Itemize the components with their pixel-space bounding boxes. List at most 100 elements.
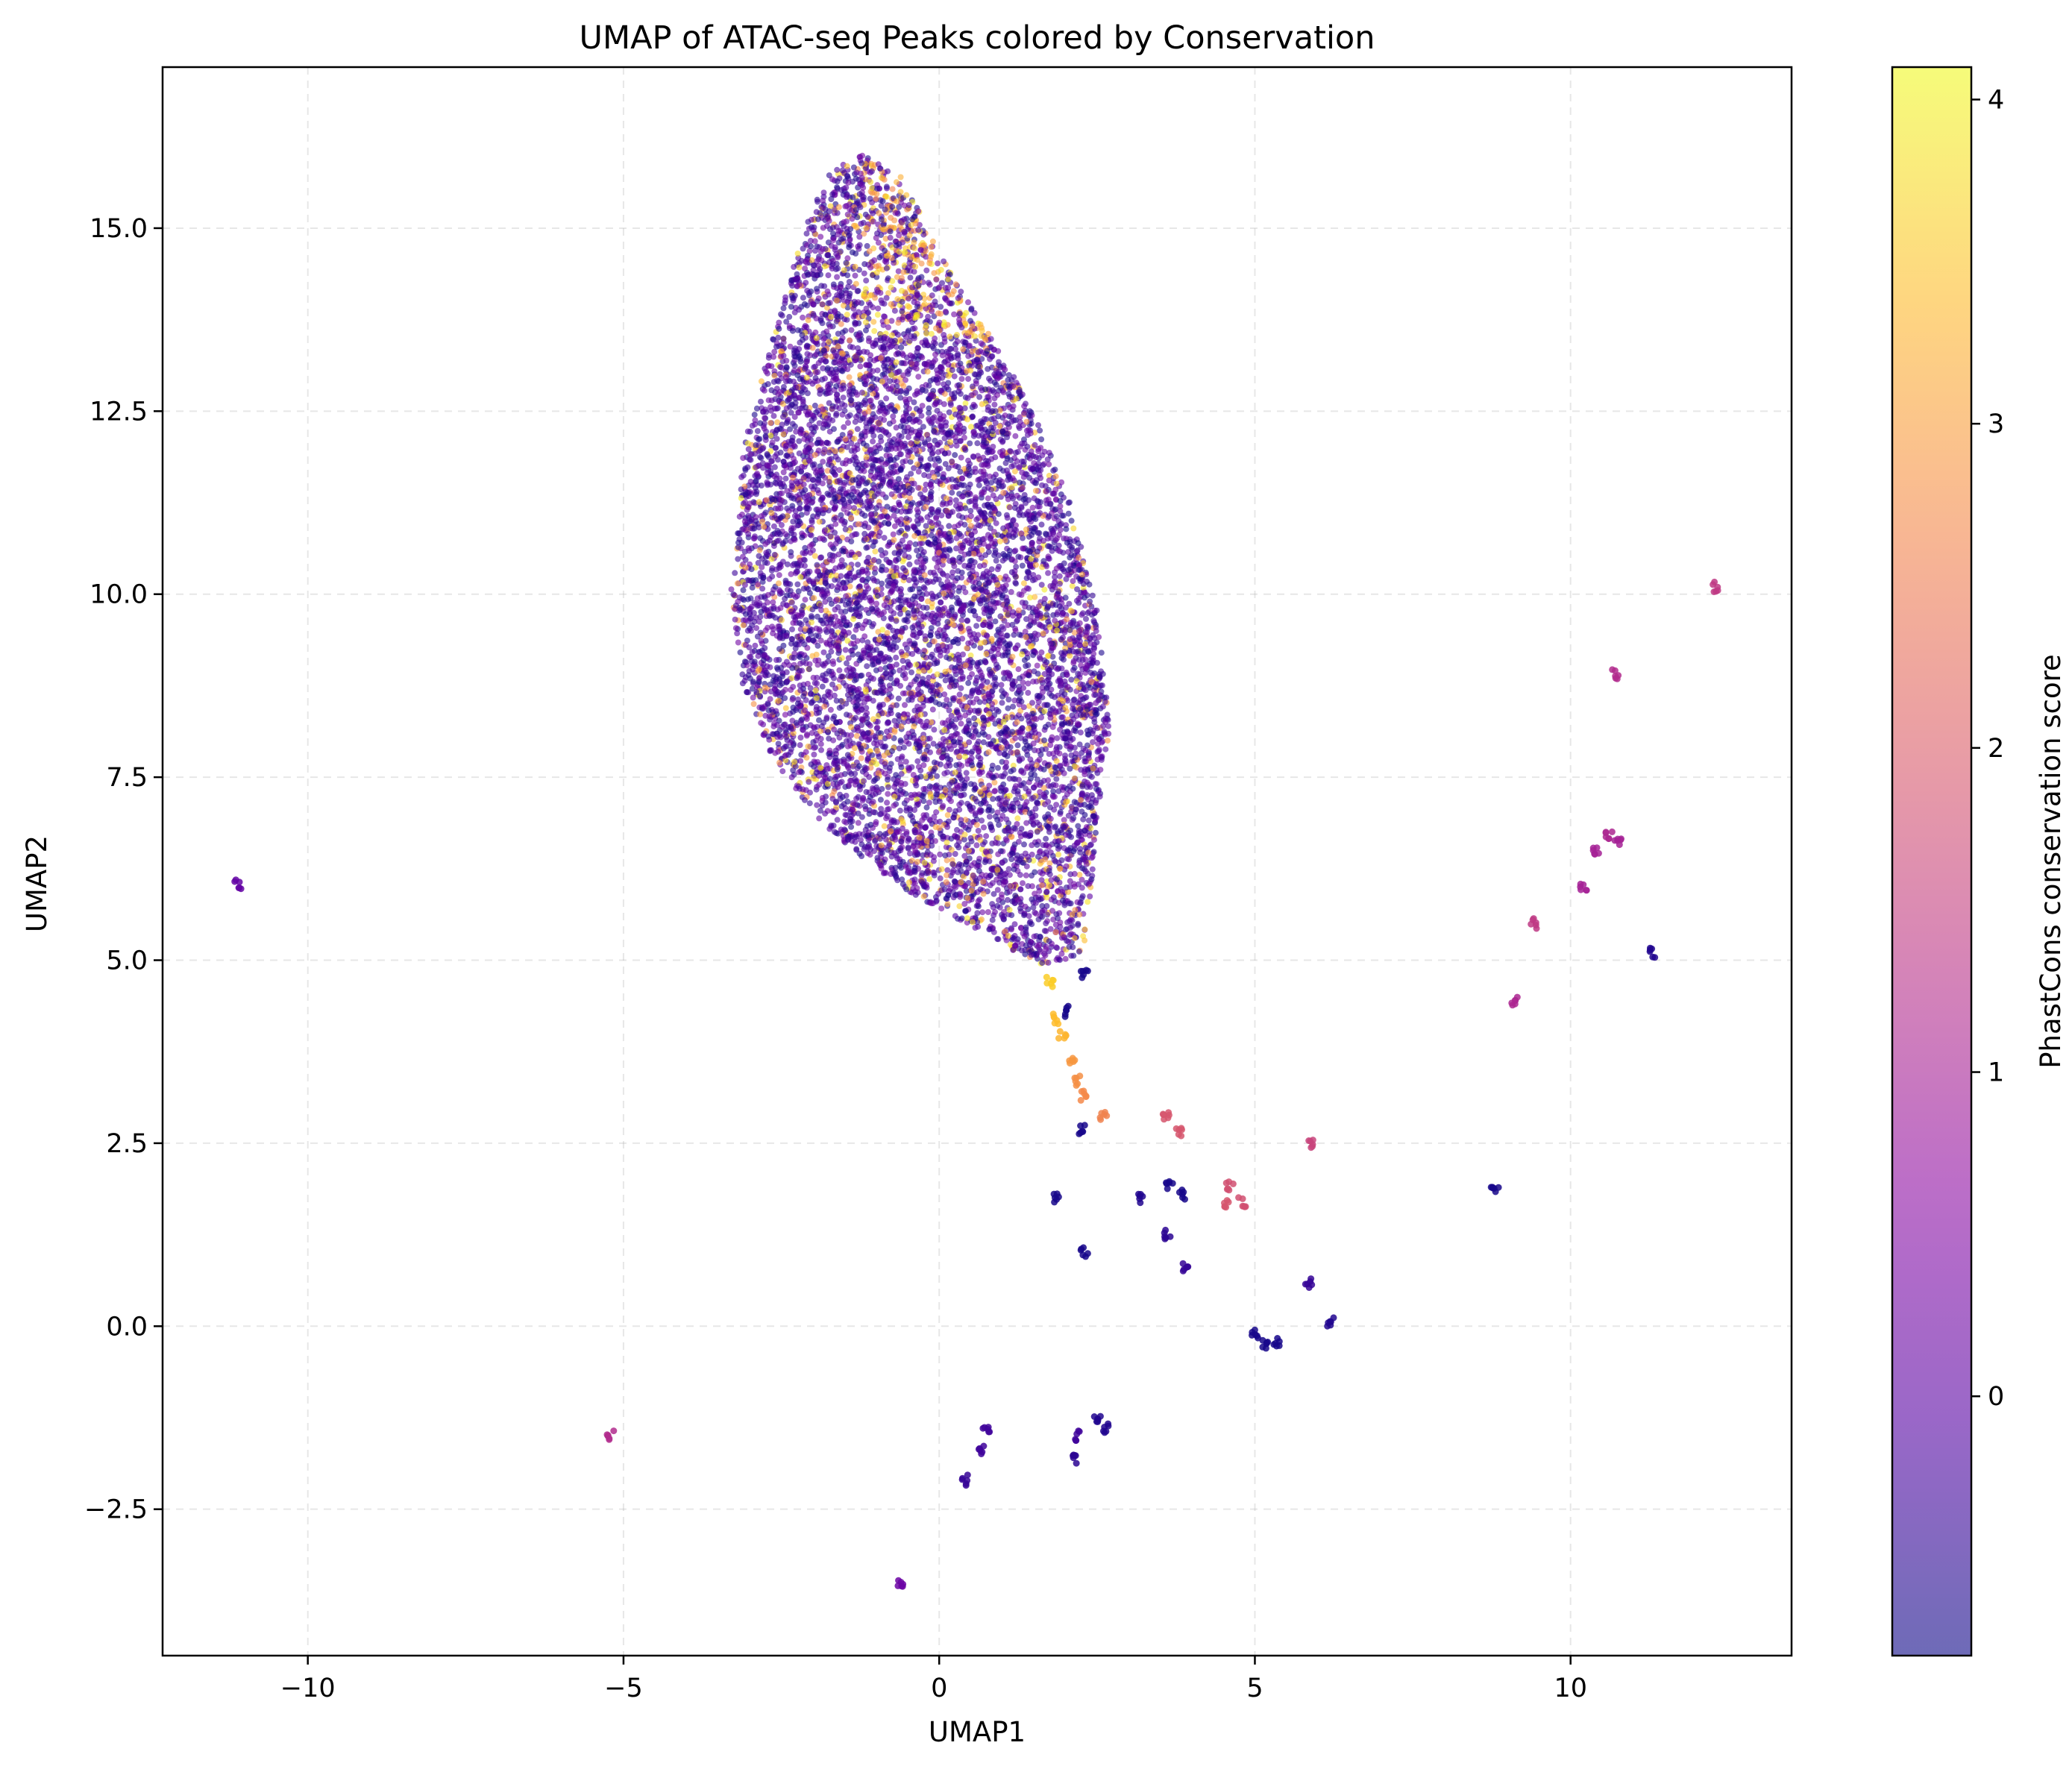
cluster-point	[1070, 525, 1077, 532]
cluster-point	[776, 572, 782, 579]
cluster-point	[841, 818, 848, 825]
cluster-point	[1102, 746, 1109, 752]
cluster-point	[802, 550, 809, 556]
cluster-point	[999, 700, 1005, 706]
cluster-point	[800, 245, 806, 252]
cluster-point	[881, 535, 888, 541]
cluster-point	[884, 799, 891, 806]
cluster-point	[890, 413, 897, 420]
cluster-point	[967, 440, 973, 447]
cluster-point	[764, 663, 770, 670]
cluster-point	[776, 371, 783, 377]
cluster-point	[1074, 586, 1081, 593]
cluster-point	[1013, 450, 1019, 456]
cluster-point	[794, 581, 801, 588]
cluster-point	[960, 651, 966, 658]
cluster-point	[1061, 817, 1067, 823]
cluster-point	[887, 685, 894, 692]
cluster-point	[932, 335, 938, 342]
cluster-point	[929, 706, 936, 713]
cluster-point	[882, 236, 889, 242]
cluster-point	[945, 465, 952, 471]
cluster-point	[917, 541, 923, 547]
cluster-point	[804, 358, 810, 365]
cluster-point	[796, 438, 803, 444]
cluster-point	[870, 697, 876, 704]
cluster-point	[1037, 934, 1043, 940]
cluster-point	[951, 373, 958, 380]
cluster-point	[1038, 521, 1045, 528]
cluster-point	[883, 193, 890, 200]
cluster-point	[946, 707, 952, 714]
cluster-point	[902, 410, 909, 417]
cluster-point	[900, 744, 907, 751]
cluster-point	[1010, 762, 1017, 769]
cluster-point	[948, 712, 955, 719]
cluster-point	[942, 461, 949, 468]
cluster-point	[1069, 582, 1076, 589]
cluster-point	[1038, 649, 1045, 656]
cluster-point	[1038, 436, 1045, 443]
cluster-point	[1076, 741, 1083, 748]
cluster-point	[872, 809, 879, 816]
cluster-point	[773, 657, 779, 663]
cluster-point	[949, 569, 956, 576]
cluster-point	[996, 822, 1002, 828]
cluster-point	[1020, 545, 1026, 552]
cluster-point	[1046, 882, 1052, 888]
cluster-point	[814, 286, 820, 292]
cluster-point	[803, 280, 809, 286]
cluster-point	[750, 694, 756, 701]
cluster-point	[1037, 444, 1044, 451]
cluster-point	[1080, 816, 1087, 823]
cluster-point	[929, 450, 935, 457]
cluster-point	[1014, 815, 1021, 822]
cluster-point	[956, 554, 963, 561]
cluster-point	[778, 522, 785, 528]
cluster-point	[944, 872, 950, 879]
cluster-point	[846, 374, 853, 380]
cluster-point	[952, 716, 959, 723]
cluster-point	[958, 454, 964, 461]
cluster-point	[903, 645, 910, 652]
cluster-point	[924, 514, 931, 521]
cluster-point	[1064, 855, 1070, 862]
cluster-point	[1009, 653, 1016, 660]
cluster-point	[872, 548, 879, 555]
cluster-point	[833, 697, 840, 704]
cluster-point	[885, 719, 892, 726]
cluster-point	[762, 541, 769, 547]
cluster-point	[752, 417, 759, 424]
grid-lines	[163, 67, 1792, 1656]
cluster-point	[747, 451, 753, 458]
cluster-point	[931, 759, 938, 766]
cluster-point	[1005, 866, 1012, 873]
cluster-point	[984, 679, 991, 685]
cluster-point	[838, 609, 844, 615]
cluster-point	[847, 606, 853, 612]
cluster-point	[941, 691, 948, 698]
cluster-point	[1079, 876, 1085, 883]
cluster-point	[1035, 574, 1042, 581]
cluster-point	[1041, 708, 1048, 714]
cluster-point	[949, 574, 955, 580]
cluster-point	[771, 372, 778, 379]
cluster-point	[824, 468, 831, 474]
cluster-point	[1017, 632, 1023, 638]
cluster-point	[926, 735, 933, 742]
cluster-point	[762, 645, 768, 651]
cluster-point	[880, 615, 887, 621]
cluster-point	[931, 726, 938, 733]
cluster-point	[744, 428, 751, 435]
cluster-point	[847, 337, 853, 344]
cluster-point	[1082, 641, 1088, 647]
cluster-point	[931, 313, 938, 320]
cluster-point	[966, 739, 973, 746]
cluster-point	[1093, 785, 1099, 792]
cluster-point	[946, 806, 952, 813]
cluster-point	[956, 861, 963, 867]
cluster-point	[1071, 842, 1078, 849]
cluster-point	[833, 597, 840, 603]
cluster-point	[802, 544, 809, 551]
cluster-point	[858, 837, 864, 843]
